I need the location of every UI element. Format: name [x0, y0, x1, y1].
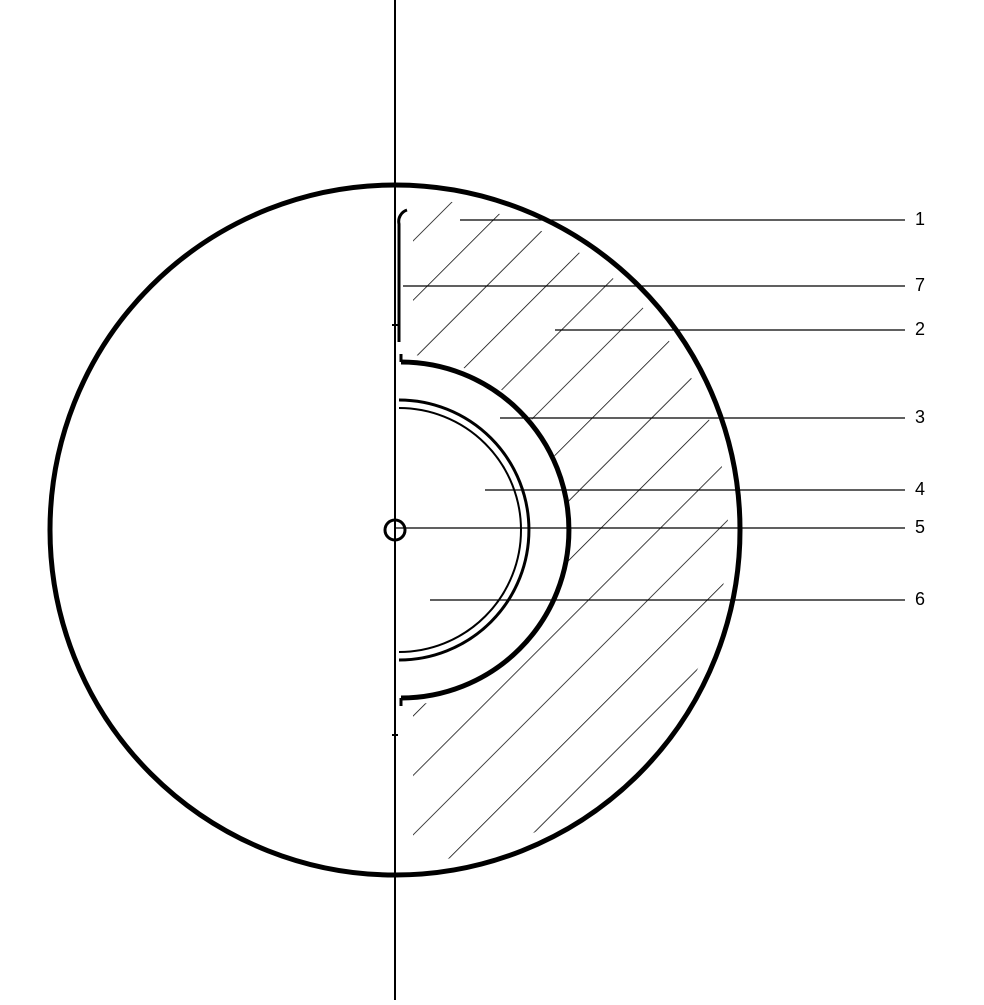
callout-label-5: 5: [915, 517, 925, 538]
callout-label-3: 3: [915, 407, 925, 428]
callout-label-1: 1: [915, 209, 925, 230]
diagram-canvas: [0, 0, 984, 1005]
callout-label-4: 4: [915, 479, 925, 500]
callout-label-7: 7: [915, 275, 925, 296]
callout-label-2: 2: [915, 319, 925, 340]
callout-label-6: 6: [915, 589, 925, 610]
